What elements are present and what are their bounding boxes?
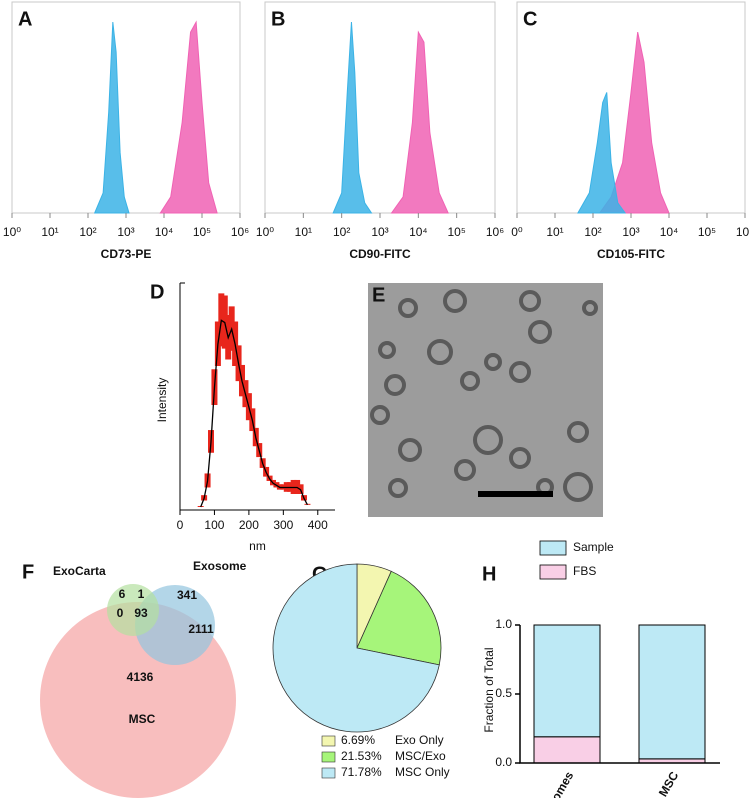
y-axis-label: Intensity bbox=[155, 378, 169, 423]
region-count: 6 bbox=[119, 587, 126, 601]
x-tick-label: 10⁰ bbox=[256, 225, 274, 239]
histogram-area bbox=[159, 20, 218, 214]
histogram-area bbox=[598, 31, 670, 214]
x-axis-label: nm bbox=[249, 539, 266, 553]
histogram-area bbox=[332, 22, 373, 214]
panel-letter: A bbox=[18, 8, 32, 30]
axes bbox=[179, 283, 335, 511]
plot-frame bbox=[264, 1, 496, 214]
x-tick-label: 100 bbox=[204, 518, 224, 532]
panel-letter: F bbox=[22, 561, 34, 583]
x-tick-label: 10⁵ bbox=[698, 225, 716, 239]
x-tick-label: 10¹ bbox=[295, 225, 312, 239]
x-tick-label: 10⁶ bbox=[486, 225, 504, 239]
histogram-area bbox=[93, 21, 130, 214]
histogram-area bbox=[390, 30, 449, 214]
y-tick-label: 1.0 bbox=[495, 617, 512, 631]
legend-value: 21.53% bbox=[341, 749, 382, 763]
y-axis-label: Fraction of Total bbox=[482, 647, 496, 732]
legend-name: MSC/Exo bbox=[395, 749, 446, 763]
x-tick-label: 200 bbox=[239, 518, 259, 532]
x-tick-label: 10⁴ bbox=[660, 225, 679, 239]
pie-slice bbox=[356, 570, 442, 666]
x-tick-label: 10⁴ bbox=[155, 225, 174, 239]
x-tick-label: 10⁴ bbox=[409, 225, 428, 239]
region-count: 341 bbox=[177, 588, 197, 602]
x-tick-label: 10⁶ bbox=[231, 225, 249, 239]
x-tick-label: 10⁵ bbox=[193, 225, 211, 239]
panel-letter: E bbox=[372, 284, 385, 306]
pie-slice bbox=[272, 563, 440, 733]
legend-swatch bbox=[321, 767, 336, 779]
x-tick-label: 300 bbox=[273, 518, 293, 532]
x-tick-label: 10² bbox=[584, 225, 601, 239]
legend-value: 71.78% bbox=[341, 765, 382, 779]
y-tick-label: 0.0 bbox=[495, 755, 512, 769]
panel-letter: H bbox=[482, 563, 496, 585]
panel-letter: C bbox=[523, 8, 537, 30]
scale-bar bbox=[478, 491, 553, 497]
bar-segment bbox=[638, 624, 706, 760]
legend-swatch bbox=[539, 540, 567, 556]
x-axis-label: CD90-FITC bbox=[349, 247, 411, 261]
set-label: Exosome bbox=[193, 559, 247, 573]
legend-label: FBS bbox=[573, 564, 596, 578]
micrograph bbox=[368, 283, 603, 517]
x-tick-label: 10³ bbox=[622, 225, 639, 239]
legend-name: MSC Only bbox=[395, 765, 450, 779]
tem-image bbox=[368, 283, 603, 517]
mean-line bbox=[200, 319, 309, 508]
legend-swatch bbox=[321, 751, 336, 763]
x-tick-label: 10³ bbox=[117, 225, 134, 239]
x-tick-label: 10³ bbox=[371, 225, 388, 239]
x-tick-label: 10¹ bbox=[41, 225, 58, 239]
x-tick-label: MSC bbox=[656, 769, 682, 798]
panel-letter: B bbox=[271, 8, 285, 30]
x-tick-label: 10⁵ bbox=[448, 225, 466, 239]
legend-value: 6.69% bbox=[341, 733, 375, 747]
bar-segment bbox=[533, 624, 601, 738]
x-tick-label: 10¹ bbox=[546, 225, 563, 239]
panel-letter: D bbox=[150, 281, 164, 303]
x-tick-label: 0⁰ bbox=[511, 225, 523, 239]
x-axis-label: CD105-FITC bbox=[597, 247, 665, 261]
x-tick-label: 400 bbox=[308, 518, 328, 532]
legend-name: Exo Only bbox=[395, 733, 444, 747]
region-count: 93 bbox=[134, 606, 148, 620]
x-tick-label: Exosomes bbox=[534, 769, 576, 798]
region-count: 2111 bbox=[188, 622, 214, 636]
x-tick-label: 10⁶ bbox=[736, 225, 750, 239]
x-tick-label: 10² bbox=[79, 225, 96, 239]
x-tick-label: 0 bbox=[177, 518, 184, 532]
x-axis-label: CD73-PE bbox=[101, 247, 152, 261]
bar-segment bbox=[533, 736, 601, 764]
histogram-area bbox=[577, 92, 627, 214]
y-tick-label: 0.5 bbox=[495, 686, 512, 700]
legend-swatch bbox=[539, 564, 567, 580]
legend-swatch bbox=[321, 735, 336, 747]
set-circle bbox=[107, 584, 159, 636]
region-count: 1 bbox=[138, 587, 145, 601]
vesicles bbox=[370, 289, 598, 502]
legend-label: Sample bbox=[573, 540, 614, 554]
set-label: ExoCarta bbox=[53, 564, 106, 578]
x-tick-label: 10⁰ bbox=[3, 225, 21, 239]
set-label: MSC bbox=[129, 712, 156, 726]
x-tick-label: 10² bbox=[333, 225, 350, 239]
region-count: 0 bbox=[117, 606, 124, 620]
region-count: 4136 bbox=[127, 670, 154, 684]
